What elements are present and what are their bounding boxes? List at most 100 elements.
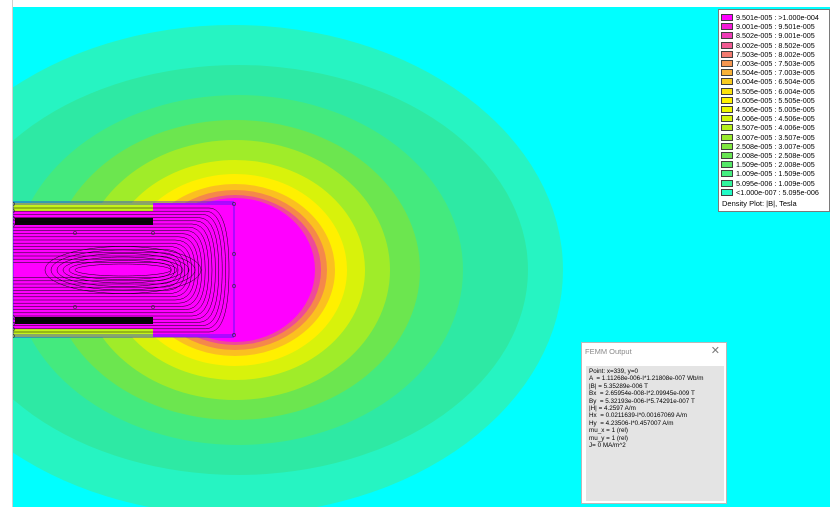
node-marker <box>232 252 236 256</box>
flux-loop <box>62 256 184 284</box>
legend-swatch <box>721 179 733 187</box>
legend-entry: 8.002e-005 : 8.502e-005 <box>721 41 829 50</box>
legend-entry: 3.507e-005 : 4.006e-005 <box>721 123 829 132</box>
legend-range-label: 6.504e-005 : 7.003e-005 <box>736 68 815 78</box>
output-line: By = 5.32193e-006-I*5.74291e-007 T <box>589 397 695 405</box>
legend-range-label: 2.508e-005 : 3.007e-005 <box>736 141 815 151</box>
legend-range-label: 8.002e-005 : 8.502e-005 <box>736 40 815 50</box>
output-line: Bx = 2.65954e-008-I*2.09945e-009 T <box>589 390 695 398</box>
legend-range-label: 9.501e-005 : >1.000e-004 <box>736 13 819 22</box>
legend-entry: 8.502e-005 : 9.001e-005 <box>721 31 829 40</box>
flux-line <box>13 255 179 285</box>
legend-entry: 5.005e-005 : 5.505e-005 <box>721 96 829 105</box>
density-plot[interactable] <box>13 7 830 507</box>
node-marker <box>13 322 15 326</box>
legend-entry: 6.504e-005 : 7.003e-005 <box>721 68 829 77</box>
legend-swatch <box>721 161 733 169</box>
legend-range-label: 1.009e-005 : 1.509e-005 <box>736 169 815 179</box>
flux-line <box>13 233 203 307</box>
flux-line <box>13 246 189 294</box>
flux-line <box>13 242 192 298</box>
legend-entry: <1.000e-007 : 5.095e-006 <box>721 188 829 197</box>
output-line: A = 1.11268e-006-I*1.21808e-007 Wb/m <box>589 375 704 383</box>
node-marker <box>13 223 15 227</box>
legend-swatch <box>721 133 733 141</box>
node-marker <box>232 284 236 288</box>
node-marker <box>151 231 155 235</box>
output-titlebar[interactable]: FEMM Output ✕ <box>582 343 726 361</box>
flux-loop <box>44 246 202 294</box>
legend-swatch <box>721 60 733 67</box>
legend-entry: 3.007e-005 : 3.507e-005 <box>721 133 829 142</box>
legend-range-label: 3.507e-005 : 4.006e-005 <box>736 123 815 133</box>
coil-outline <box>13 203 235 336</box>
flux-line <box>13 207 230 333</box>
legend-range-label: 9.001e-005 : 9.501e-005 <box>736 22 815 32</box>
legend-range-label: 2.008e-005 : 2.508e-005 <box>736 151 815 160</box>
legend-caption: Density Plot: |B|, Tesla <box>722 199 797 208</box>
flux-line <box>13 214 223 326</box>
legend-entry: 2.008e-005 : 2.508e-005 <box>721 151 829 160</box>
flux-line <box>13 249 186 291</box>
output-line: Point: x=339, y=0 <box>589 368 639 375</box>
legend-swatch <box>721 106 733 113</box>
legend-entry: 5.505e-005 : 6.004e-005 <box>721 87 829 96</box>
geometry-outline <box>13 201 235 338</box>
legend-range-label: 8.502e-005 : 9.001e-005 <box>736 31 815 41</box>
flux-loop <box>56 253 190 287</box>
node-marker <box>13 216 15 220</box>
legend-swatch <box>721 87 733 95</box>
node-marker <box>13 202 15 206</box>
flux-line <box>13 252 182 288</box>
plot-canvas[interactable] <box>13 7 830 507</box>
close-icon[interactable]: ✕ <box>710 345 720 357</box>
legend-swatch <box>721 124 733 132</box>
density-legend: 9.501e-005 : >1.000e-004 9.001e-005 : 9.5… <box>718 9 830 212</box>
core-body <box>13 203 234 337</box>
legend-range-label: 3.007e-005 : 3.507e-005 <box>736 132 815 142</box>
legend-entry: 7.003e-005 : 7.503e-005 <box>721 59 829 68</box>
legend-entry: 4.006e-005 : 4.506e-005 <box>721 114 829 123</box>
output-line: |H| = 4.2597 A/m <box>589 405 636 413</box>
legend-range-label: 4.006e-005 : 4.506e-005 <box>736 114 815 124</box>
upper-black-bar <box>15 218 153 225</box>
legend-swatch <box>721 96 733 104</box>
flux-line <box>13 220 216 320</box>
legend-range-label: 4.506e-005 : 5.005e-005 <box>736 105 815 114</box>
flux-loop <box>50 249 196 291</box>
legend-swatch <box>721 41 733 49</box>
legend-range-label: 1.509e-005 : 2.008e-005 <box>736 160 815 170</box>
output-text-area[interactable]: Point: x=339, y=0 A = 1.11268e-006-I*1.21… <box>586 366 724 501</box>
legend-swatch <box>721 23 733 31</box>
legend-range-label: 7.003e-005 : 7.503e-005 <box>736 59 815 68</box>
output-line: mu_y = 1 (rel) <box>589 434 629 442</box>
legend-swatch <box>721 115 733 123</box>
flux-line <box>13 226 209 314</box>
output-line: |B| = 5.35289e-006 T <box>589 382 648 390</box>
legend-swatch <box>721 188 733 196</box>
legend-range-label: 5.505e-005 : 6.004e-005 <box>736 86 815 96</box>
legend-swatch <box>721 170 733 178</box>
flux-line <box>13 230 206 310</box>
legend-entry: 2.508e-005 : 3.007e-005 <box>721 142 829 151</box>
legend-swatch <box>721 78 733 86</box>
legend-swatch <box>721 142 733 150</box>
node-marker <box>13 209 15 213</box>
node-marker <box>232 333 236 337</box>
output-line: mu_x = 1 (rel) <box>589 427 629 435</box>
upper-green-band <box>13 203 153 211</box>
legend-entry: 9.001e-005 : 9.501e-005 <box>721 22 829 31</box>
flux-line <box>13 236 199 304</box>
legend-swatch <box>721 152 733 159</box>
lower-black-bar <box>15 317 153 324</box>
flux-loop <box>68 260 178 280</box>
legend-swatch <box>721 32 733 40</box>
legend-range-label: 5.005e-005 : 5.505e-005 <box>736 95 815 105</box>
legend-swatch <box>721 69 733 77</box>
output-text: Point: x=339, y=0 A = 1.11268e-006-I*1.21… <box>589 368 704 449</box>
legend-entry: 1.509e-005 : 2.008e-005 <box>721 160 829 169</box>
femm-output-window[interactable]: FEMM Output ✕ Point: x=339, y=0 A = 1.112… <box>581 342 727 504</box>
node-marker <box>13 334 15 338</box>
legend-entry: 6.004e-005 : 6.504e-005 <box>721 77 829 86</box>
node-marker <box>73 231 77 235</box>
